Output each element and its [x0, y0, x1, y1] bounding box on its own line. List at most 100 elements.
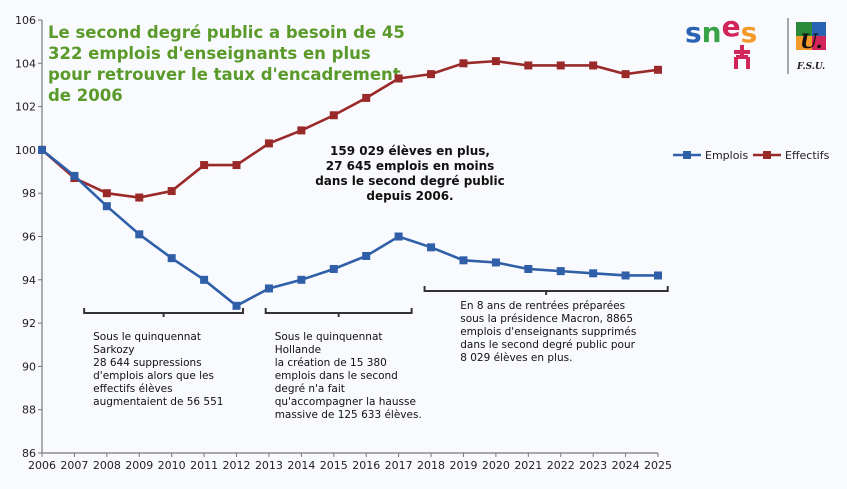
annotation-line: emplois dans le second	[275, 370, 398, 382]
x-tick-label: 2017	[385, 459, 413, 472]
data-point	[556, 61, 565, 70]
data-point	[491, 57, 500, 66]
data-point	[427, 243, 436, 252]
x-tick-label: 2016	[352, 459, 380, 472]
x-tick-label: 2007	[60, 459, 88, 472]
center-annotation: 159 029 élèves en plus,27 645 emplois en…	[315, 144, 505, 203]
legend: Emplois Effectifs	[673, 149, 830, 162]
x-tick-label: 2006	[28, 459, 56, 472]
data-point	[264, 284, 273, 293]
x-tick-label: 2008	[93, 459, 121, 472]
series-effectifs	[38, 57, 662, 202]
fsu-label: F.S.U.	[796, 62, 825, 72]
data-point	[589, 61, 598, 70]
snes-fsu-logo: snes U. F.S.U.	[685, 10, 826, 74]
annotation-line: Sarkozy	[93, 344, 134, 356]
y-tick-label: 88	[22, 404, 36, 417]
annotation-line: Sous le quinquennat	[275, 331, 383, 343]
fsu-u-logo: U.	[800, 29, 823, 53]
data-point	[329, 111, 338, 120]
bracket	[423, 286, 669, 295]
annotation-line: la création de 15 380	[275, 357, 387, 369]
y-tick-label: 98	[22, 187, 36, 200]
data-point	[200, 161, 209, 170]
legend-marker	[683, 151, 691, 159]
data-point	[491, 258, 500, 267]
x-tick-label: 2021	[514, 459, 542, 472]
chart-title: Le second degré public a besoin de 45 322…	[48, 23, 405, 105]
y-tick-label: 102	[15, 101, 36, 114]
annotation-line: dans le second degré public pour	[460, 339, 635, 351]
snes-figure-icon	[734, 45, 750, 69]
data-point	[70, 171, 79, 180]
data-point	[102, 189, 111, 198]
annotation-line: emplois d'enseignants supprimés	[460, 326, 636, 338]
data-point	[427, 70, 436, 79]
center-annotation-line: 159 029 élèves en plus,	[330, 144, 490, 158]
data-point	[38, 145, 46, 154]
data-point	[329, 264, 338, 273]
y-tick-label: 104	[15, 57, 36, 70]
annotation-line: Sous le quinquennat	[93, 331, 201, 343]
x-tick-label: 2015	[320, 459, 348, 472]
data-point	[621, 271, 630, 280]
x-tick-label: 2019	[449, 459, 477, 472]
annotation-line: 28 644 suppressions	[93, 357, 202, 369]
title-line: Le second degré public a besoin de 45	[48, 23, 405, 42]
x-tick-label: 2025	[644, 459, 672, 472]
x-tick-label: 2013	[255, 459, 283, 472]
annotation-line: qu'accompagner la hausse	[275, 396, 416, 408]
annotation-line: degré n'a fait	[275, 383, 345, 395]
data-point	[264, 139, 273, 148]
title-line: 322 emplois d'enseignants en plus	[48, 44, 371, 63]
annotation-line: Hollande	[275, 344, 321, 356]
annotation-line: 8 029 élèves en plus.	[460, 352, 572, 364]
bracket	[264, 308, 413, 317]
legend-item-effectifs: Effectifs	[753, 149, 830, 162]
annotation-line: augmentaient de 56 551	[93, 396, 223, 408]
x-tick-label: 2023	[579, 459, 607, 472]
legend-label: Emplois	[705, 149, 748, 162]
data-point	[524, 61, 533, 70]
series	[38, 57, 662, 310]
legend-label: Effectifs	[785, 149, 830, 162]
data-point	[654, 65, 662, 74]
data-point	[297, 275, 306, 284]
x-tick-label: 2009	[125, 459, 153, 472]
data-point	[394, 232, 403, 241]
legend-item-emplois: Emplois	[673, 149, 748, 162]
snes-logo: snes	[685, 10, 757, 49]
y-tick-label: 94	[22, 274, 36, 287]
annotation-line: massive de 125 633 élèves.	[275, 409, 422, 421]
x-tick-label: 2024	[612, 459, 640, 472]
series-line	[41, 148, 658, 308]
center-annotation-line: depuis 2006.	[366, 189, 453, 203]
data-point	[135, 230, 144, 239]
bracket	[83, 308, 245, 317]
annotation-line: En 8 ans de rentrées préparées	[460, 300, 625, 312]
title-line: de 2006	[48, 86, 123, 105]
data-point	[621, 70, 630, 79]
x-tick-label: 2010	[158, 459, 186, 472]
x-tick-label: 2020	[482, 459, 510, 472]
series-emplois	[38, 145, 662, 310]
x-tick-label: 2011	[190, 459, 218, 472]
annotation-line: sous la présidence Macron, 8865	[460, 313, 633, 325]
data-point	[524, 264, 533, 273]
x-tick-label: 2014	[287, 459, 315, 472]
data-point	[167, 254, 176, 263]
x-tick-label: 2018	[417, 459, 445, 472]
y-tick-label: 100	[15, 144, 36, 157]
data-point	[654, 271, 662, 280]
legend-marker	[763, 151, 771, 159]
data-point	[232, 301, 241, 310]
data-point	[167, 187, 176, 196]
center-annotation-line: 27 645 emplois en moins	[326, 159, 495, 173]
x-tick-label: 2022	[547, 459, 575, 472]
data-point	[135, 193, 144, 202]
